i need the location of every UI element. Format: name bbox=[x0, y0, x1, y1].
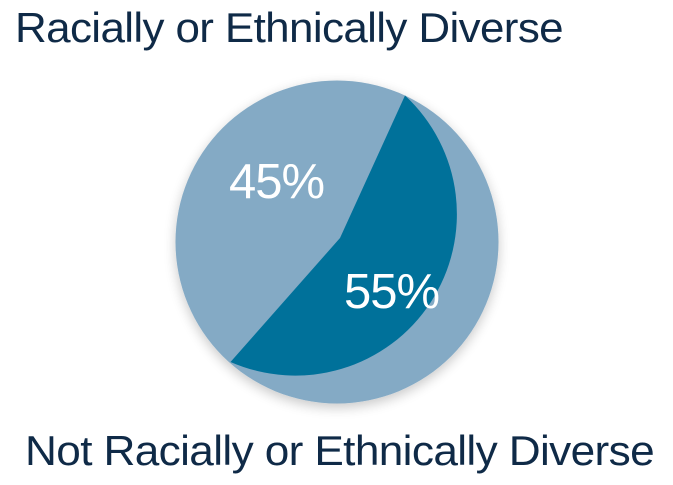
slice-not-racially-diverse bbox=[230, 95, 457, 376]
label-racially-diverse: Racially or Ethnically Diverse bbox=[15, 4, 564, 51]
slice-label-45: 45% bbox=[229, 155, 325, 209]
slice-label-55: 55% bbox=[344, 265, 440, 319]
label-not-racially-diverse: Not Racially or Ethnically Diverse bbox=[25, 427, 655, 474]
